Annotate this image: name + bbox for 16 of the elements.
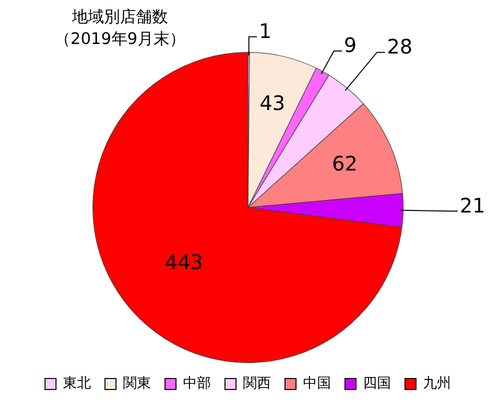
data-label: 9 bbox=[344, 33, 357, 58]
legend-label: 関西 bbox=[243, 376, 271, 392]
data-label: 1 bbox=[258, 18, 272, 43]
chart-subtitle: （2019年9月末） bbox=[54, 28, 186, 50]
legend-label: 四国 bbox=[363, 376, 391, 392]
data-label: 443 bbox=[164, 250, 204, 274]
chart-title: 地域別店舗数 bbox=[71, 6, 169, 28]
data-label: 43 bbox=[260, 91, 286, 116]
data-label: 21 bbox=[460, 193, 486, 218]
legend-label: 東北 bbox=[63, 376, 91, 392]
legend-label: 中国 bbox=[303, 376, 331, 392]
legend-label: 関東 bbox=[123, 376, 151, 392]
data-label: 62 bbox=[332, 151, 358, 176]
legend-label: 中部 bbox=[183, 376, 211, 392]
data-label: 28 bbox=[386, 34, 412, 59]
legend-label: 九州 bbox=[423, 376, 451, 392]
